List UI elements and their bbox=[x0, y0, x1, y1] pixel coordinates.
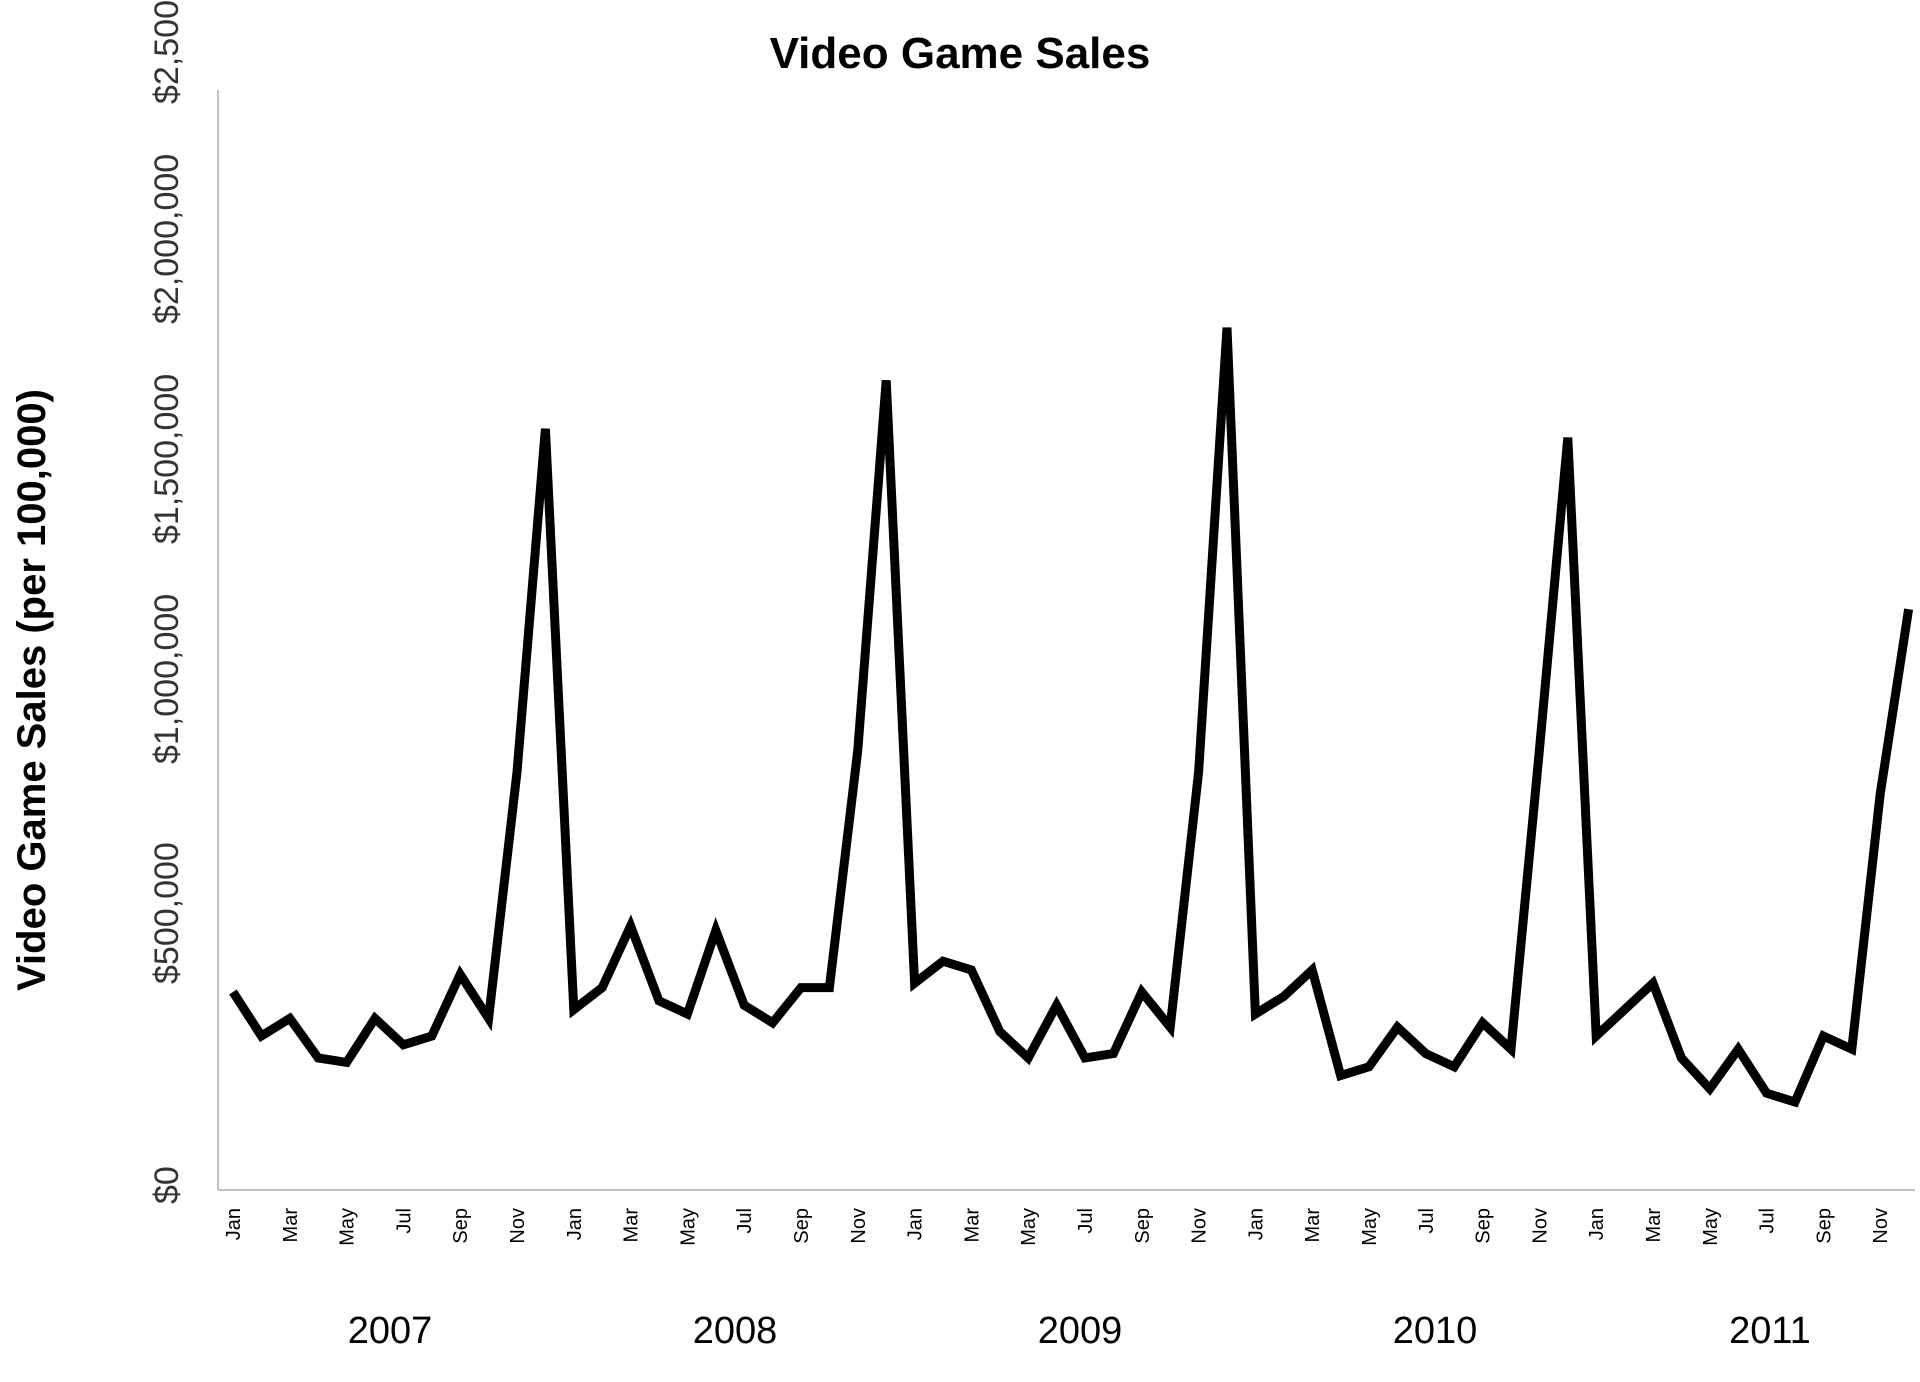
x-tick-label: Jan bbox=[223, 1208, 245, 1240]
x-tick-label: Nov bbox=[848, 1208, 870, 1244]
x-tick-label: Mar bbox=[621, 1208, 643, 1243]
x-tick-label: Jan bbox=[1586, 1208, 1608, 1240]
x-tick-label: May bbox=[337, 1208, 359, 1246]
x-tick-label: Sep bbox=[1813, 1208, 1835, 1244]
x-tick-label: Jan bbox=[1245, 1208, 1267, 1240]
x-tick-label: Nov bbox=[507, 1208, 529, 1244]
x-tick-label: Sep bbox=[1132, 1208, 1154, 1244]
x-tick-label: Jul bbox=[1757, 1208, 1779, 1234]
y-tick-label: $2,000,000 bbox=[148, 154, 186, 324]
x-tick-label: May bbox=[1700, 1208, 1722, 1246]
x-tick-label: Sep bbox=[791, 1208, 813, 1244]
year-label: 2008 bbox=[693, 1310, 778, 1352]
x-tick-label: Jul bbox=[734, 1208, 756, 1234]
x-tick-label: Jul bbox=[1416, 1208, 1438, 1234]
x-tick-label: Mar bbox=[280, 1208, 302, 1243]
x-tick-label: Sep bbox=[1473, 1208, 1495, 1244]
y-tick-label: $2,500,000 bbox=[148, 0, 186, 104]
year-label: 2009 bbox=[1038, 1310, 1123, 1352]
y-axis-ticks: $0 $500,000 $1,000,000 $1,500,000 $2,000,000… bbox=[148, 0, 186, 1204]
x-tick-label: Sep bbox=[450, 1208, 472, 1244]
x-tick-label: Mar bbox=[1302, 1208, 1324, 1243]
x-tick-label: Jan bbox=[564, 1208, 586, 1240]
x-tick-label: Nov bbox=[1529, 1208, 1551, 1244]
y-tick-label: $500,000 bbox=[148, 842, 186, 984]
year-label: 2011 bbox=[1729, 1310, 1811, 1352]
x-tick-label: May bbox=[1018, 1208, 1040, 1246]
x-tick-label: May bbox=[677, 1208, 699, 1246]
series-line bbox=[229, 327, 1914, 1108]
x-tick-label: Mar bbox=[961, 1208, 983, 1243]
y-tick-label: $1,500,000 bbox=[148, 374, 186, 544]
x-tick-label: Nov bbox=[1870, 1208, 1892, 1244]
x-axis-month-ticks: Jan Mar May Jul Sep Nov Jan Mar May Jul Sep Nov Jan M… bbox=[223, 1208, 1892, 1246]
chart-title: Video Game Sales bbox=[770, 29, 1151, 78]
year-label: 2010 bbox=[1393, 1310, 1478, 1352]
year-label: 2007 bbox=[348, 1310, 433, 1352]
series-layer bbox=[229, 327, 1914, 1108]
x-tick-label: Jan bbox=[905, 1208, 927, 1240]
x-tick-label: Mar bbox=[1643, 1208, 1665, 1243]
x-tick-label: Nov bbox=[1189, 1208, 1211, 1244]
y-tick-label: $1,000,000 bbox=[148, 594, 186, 764]
x-axis-year-labels: 2007 2008 2009 2010 2011 bbox=[348, 1310, 1811, 1352]
x-tick-label: Jul bbox=[393, 1208, 415, 1234]
x-tick-label: Jul bbox=[1075, 1208, 1097, 1234]
y-axis-label: Video Game Sales (per 100,000) bbox=[10, 389, 54, 991]
x-tick-label: May bbox=[1359, 1208, 1381, 1246]
y-tick-label: $0 bbox=[148, 1166, 186, 1204]
